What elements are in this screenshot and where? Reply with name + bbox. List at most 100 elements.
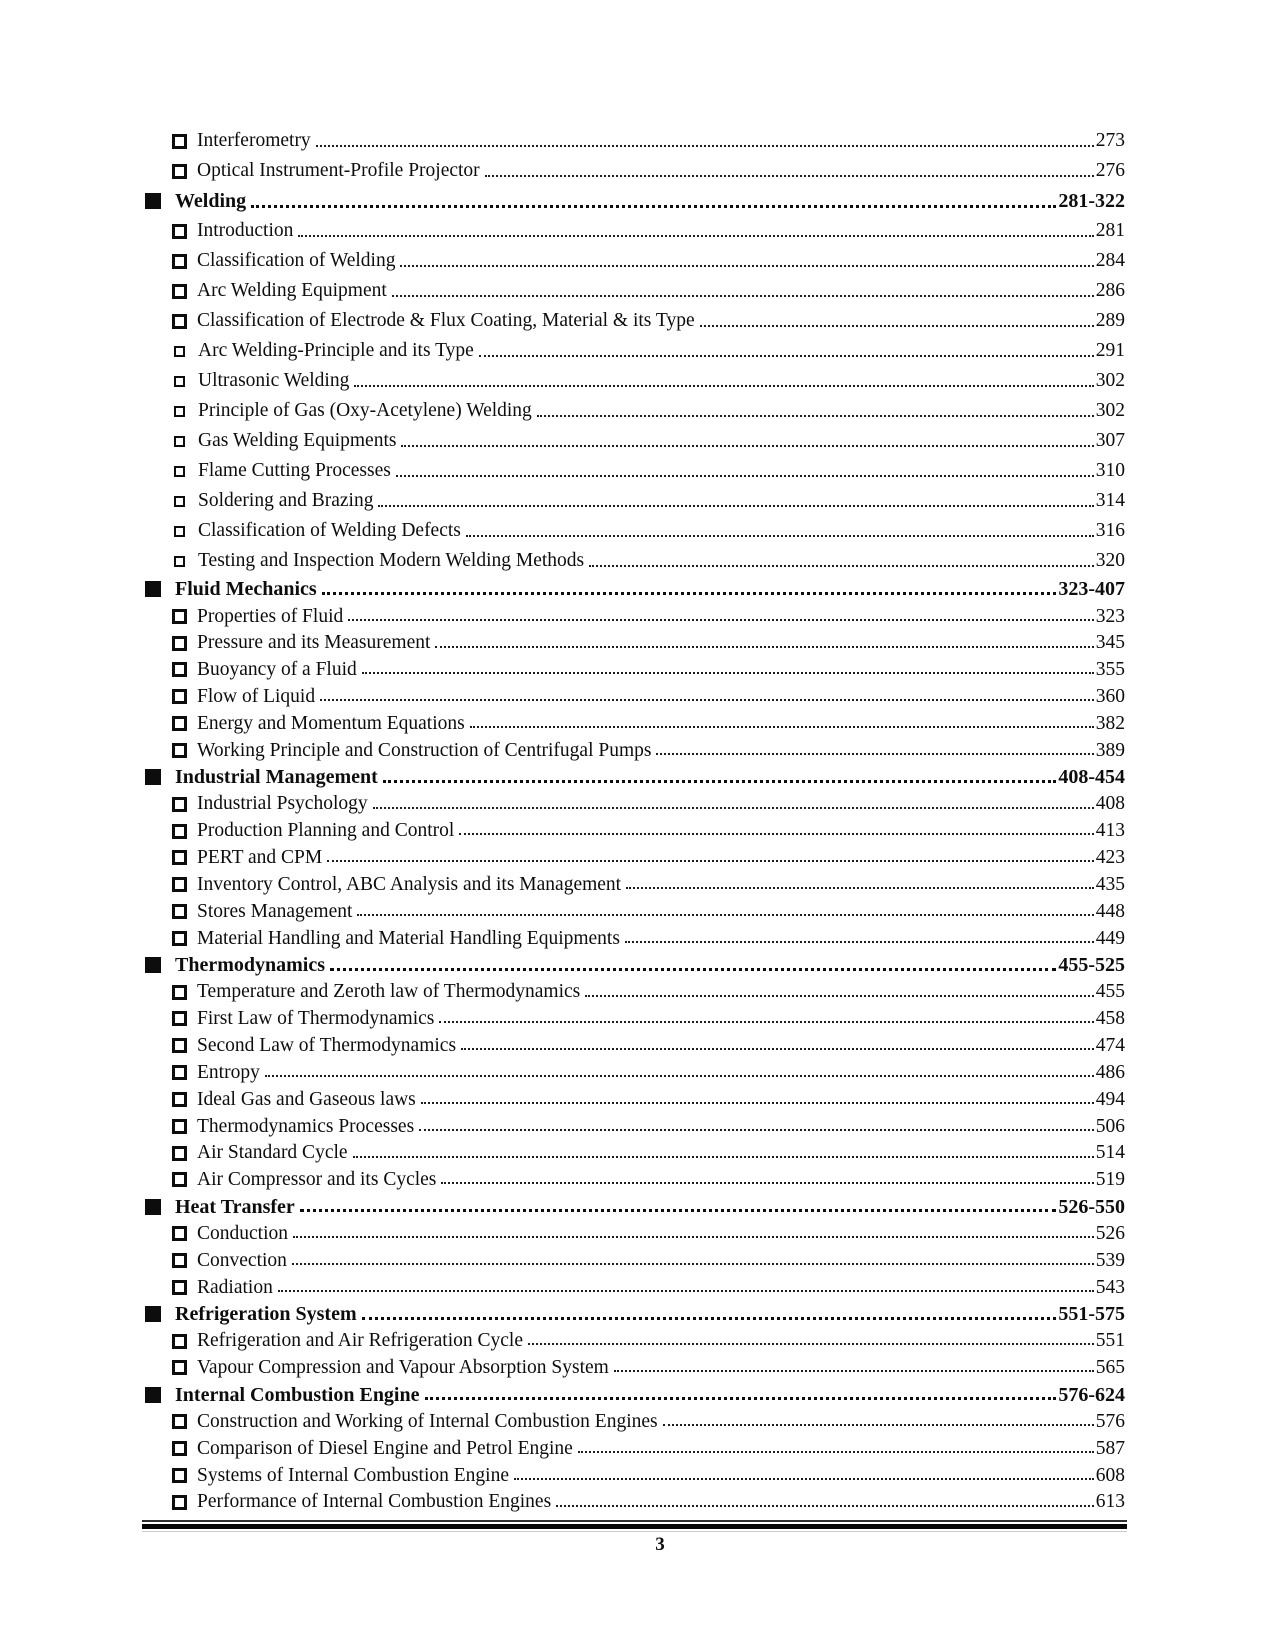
toc-entry-label: Heat Transfer xyxy=(175,1195,295,1218)
subitem-bullet-icon xyxy=(172,608,187,624)
dot-leader xyxy=(589,565,1094,567)
footer-divider-thin-line xyxy=(142,1520,1127,1522)
subitem-bullet-icon xyxy=(172,1253,187,1269)
subitem-bullet-icon xyxy=(172,253,187,269)
toc-entry-label: Vapour Compression and Vapour Absorption… xyxy=(197,1357,609,1379)
subitem-bullet-icon xyxy=(174,405,185,417)
toc-entry-page: 302 xyxy=(1095,400,1125,422)
toc-section-row: Thermodynamics 455-525 xyxy=(145,952,1125,979)
subitem-bullet-icon xyxy=(172,1360,187,1376)
subitem-bullet-icon xyxy=(172,742,187,758)
toc-entry-page: 543 xyxy=(1095,1276,1125,1298)
dot-leader xyxy=(556,1504,1094,1507)
dot-leader xyxy=(330,967,1057,971)
dot-leader xyxy=(321,591,1057,595)
toc-row: Air Standard Cycle 514 xyxy=(145,1140,1125,1167)
toc-section-row: Welding 281-322 xyxy=(145,186,1125,216)
toc-row: Classification of Welding 284 xyxy=(145,246,1125,276)
toc-section-row: Fluid Mechanics 323-407 xyxy=(145,576,1125,603)
toc-entry-label: Flame Cutting Processes xyxy=(198,460,391,482)
dot-leader xyxy=(352,1155,1094,1158)
toc-entry-label: Systems of Internal Combustion Engine xyxy=(197,1464,509,1486)
subitem-bullet-icon xyxy=(172,133,187,149)
footer-divider xyxy=(142,1520,1127,1532)
subitem-bullet-icon xyxy=(174,345,185,357)
subitem-bullet-icon xyxy=(172,1440,187,1456)
toc-row: Soldering and Brazing 314 xyxy=(145,486,1125,516)
toc-entry-page: 514 xyxy=(1095,1142,1125,1164)
toc-row: Inventory Control, ABC Analysis and its … xyxy=(145,871,1125,898)
dot-leader xyxy=(361,1316,1057,1320)
toc-entry-page: 551-575 xyxy=(1058,1303,1125,1326)
toc-row: Systems of Internal Combustion Engine 60… xyxy=(145,1462,1125,1489)
toc-entry-page: 455-525 xyxy=(1058,954,1125,977)
toc-entry-page: 526-550 xyxy=(1058,1195,1125,1218)
toc-entry-label: Convection xyxy=(197,1249,287,1271)
toc-entry-page: 408 xyxy=(1095,793,1125,815)
toc-entry-label: Properties of Fluid xyxy=(197,605,344,627)
dot-leader xyxy=(251,205,1057,208)
dot-leader xyxy=(298,235,1094,237)
dot-leader xyxy=(478,355,1094,357)
toc-entry-page: 519 xyxy=(1095,1169,1125,1191)
dot-leader xyxy=(513,1477,1094,1480)
toc-row: Flame Cutting Processes 310 xyxy=(145,456,1125,486)
toc-entry-page: 382 xyxy=(1095,712,1125,734)
subitem-bullet-icon xyxy=(172,283,187,299)
toc-entry-label: Principle of Gas (Oxy-Acetylene) Welding xyxy=(198,400,532,422)
dot-leader xyxy=(361,672,1094,675)
toc-entry-label: Classification of Welding Defects xyxy=(198,520,461,542)
toc-entry-label: Refrigeration System xyxy=(175,1303,357,1326)
dot-leader xyxy=(435,645,1094,648)
toc-entry-label: Conduction xyxy=(197,1222,288,1244)
toc-entry-page: 273 xyxy=(1095,130,1125,152)
dot-leader xyxy=(613,1370,1094,1373)
dot-leader xyxy=(656,752,1094,755)
toc-entry-page: 310 xyxy=(1095,460,1125,482)
footer-divider-thick-line xyxy=(142,1524,1127,1529)
dot-leader xyxy=(382,779,1057,783)
toc-row: Interferometry 273 xyxy=(145,126,1125,156)
toc-entry-label: Interferometry xyxy=(197,130,311,152)
toc-entry-label: Fluid Mechanics xyxy=(175,578,317,601)
toc-entry-page: 276 xyxy=(1095,160,1125,182)
toc-row: Properties of Fluid 323 xyxy=(145,603,1125,630)
toc-row: Thermodynamics Processes 506 xyxy=(145,1113,1125,1140)
subitem-bullet-icon xyxy=(172,1172,187,1188)
subitem-bullet-icon xyxy=(174,495,185,507)
toc-entry-page: 291 xyxy=(1095,340,1125,362)
subitem-bullet-icon xyxy=(172,1226,187,1242)
toc-entry-label: Radiation xyxy=(197,1276,273,1298)
toc-entry-label: Flow of Liquid xyxy=(197,686,316,708)
toc-row: Second Law of Thermodynamics 474 xyxy=(145,1032,1125,1059)
toc-row: Arc Welding Equipment 286 xyxy=(145,276,1125,306)
dot-leader xyxy=(662,1424,1094,1426)
toc-row: Optical Instrument-Profile Projector 276 xyxy=(145,156,1125,186)
toc-row: Conduction 526 xyxy=(145,1220,1125,1247)
toc-entry-label: Air Standard Cycle xyxy=(197,1142,348,1164)
subitem-bullet-icon xyxy=(172,823,187,839)
toc-entry-label: First Law of Thermodynamics xyxy=(197,1008,435,1030)
toc-entry-label: Ultrasonic Welding xyxy=(198,370,350,392)
dot-leader xyxy=(461,1048,1094,1051)
toc-entry-page: 474 xyxy=(1095,1035,1125,1057)
toc-entry-page: 355 xyxy=(1095,659,1125,681)
toc-row: Arc Welding-Principle and its Type 291 xyxy=(145,336,1125,366)
toc-row: Testing and Inspection Modern Welding Me… xyxy=(145,546,1125,576)
toc-row: Introduction 281 xyxy=(145,216,1125,246)
toc-entry-label: Inventory Control, ABC Analysis and its … xyxy=(197,873,622,895)
dot-leader xyxy=(391,295,1094,297)
dot-leader xyxy=(439,1021,1094,1024)
toc-entry-page: 576 xyxy=(1095,1410,1125,1432)
toc-entry-page: 281-322 xyxy=(1058,190,1125,212)
toc-row: First Law of Thermodynamics 458 xyxy=(145,1006,1125,1033)
dot-leader xyxy=(400,265,1094,267)
toc-entry-label: Comparison of Diesel Engine and Petrol E… xyxy=(197,1437,573,1459)
section-bullet-icon xyxy=(145,1306,161,1323)
toc-row: Flow of Liquid 360 xyxy=(145,683,1125,710)
toc-entry-page: 613 xyxy=(1095,1491,1125,1513)
subitem-bullet-icon xyxy=(174,465,185,477)
toc-entry-page: 539 xyxy=(1095,1249,1125,1271)
toc-entry-label: Entropy xyxy=(197,1061,260,1083)
subitem-bullet-icon xyxy=(174,555,185,567)
